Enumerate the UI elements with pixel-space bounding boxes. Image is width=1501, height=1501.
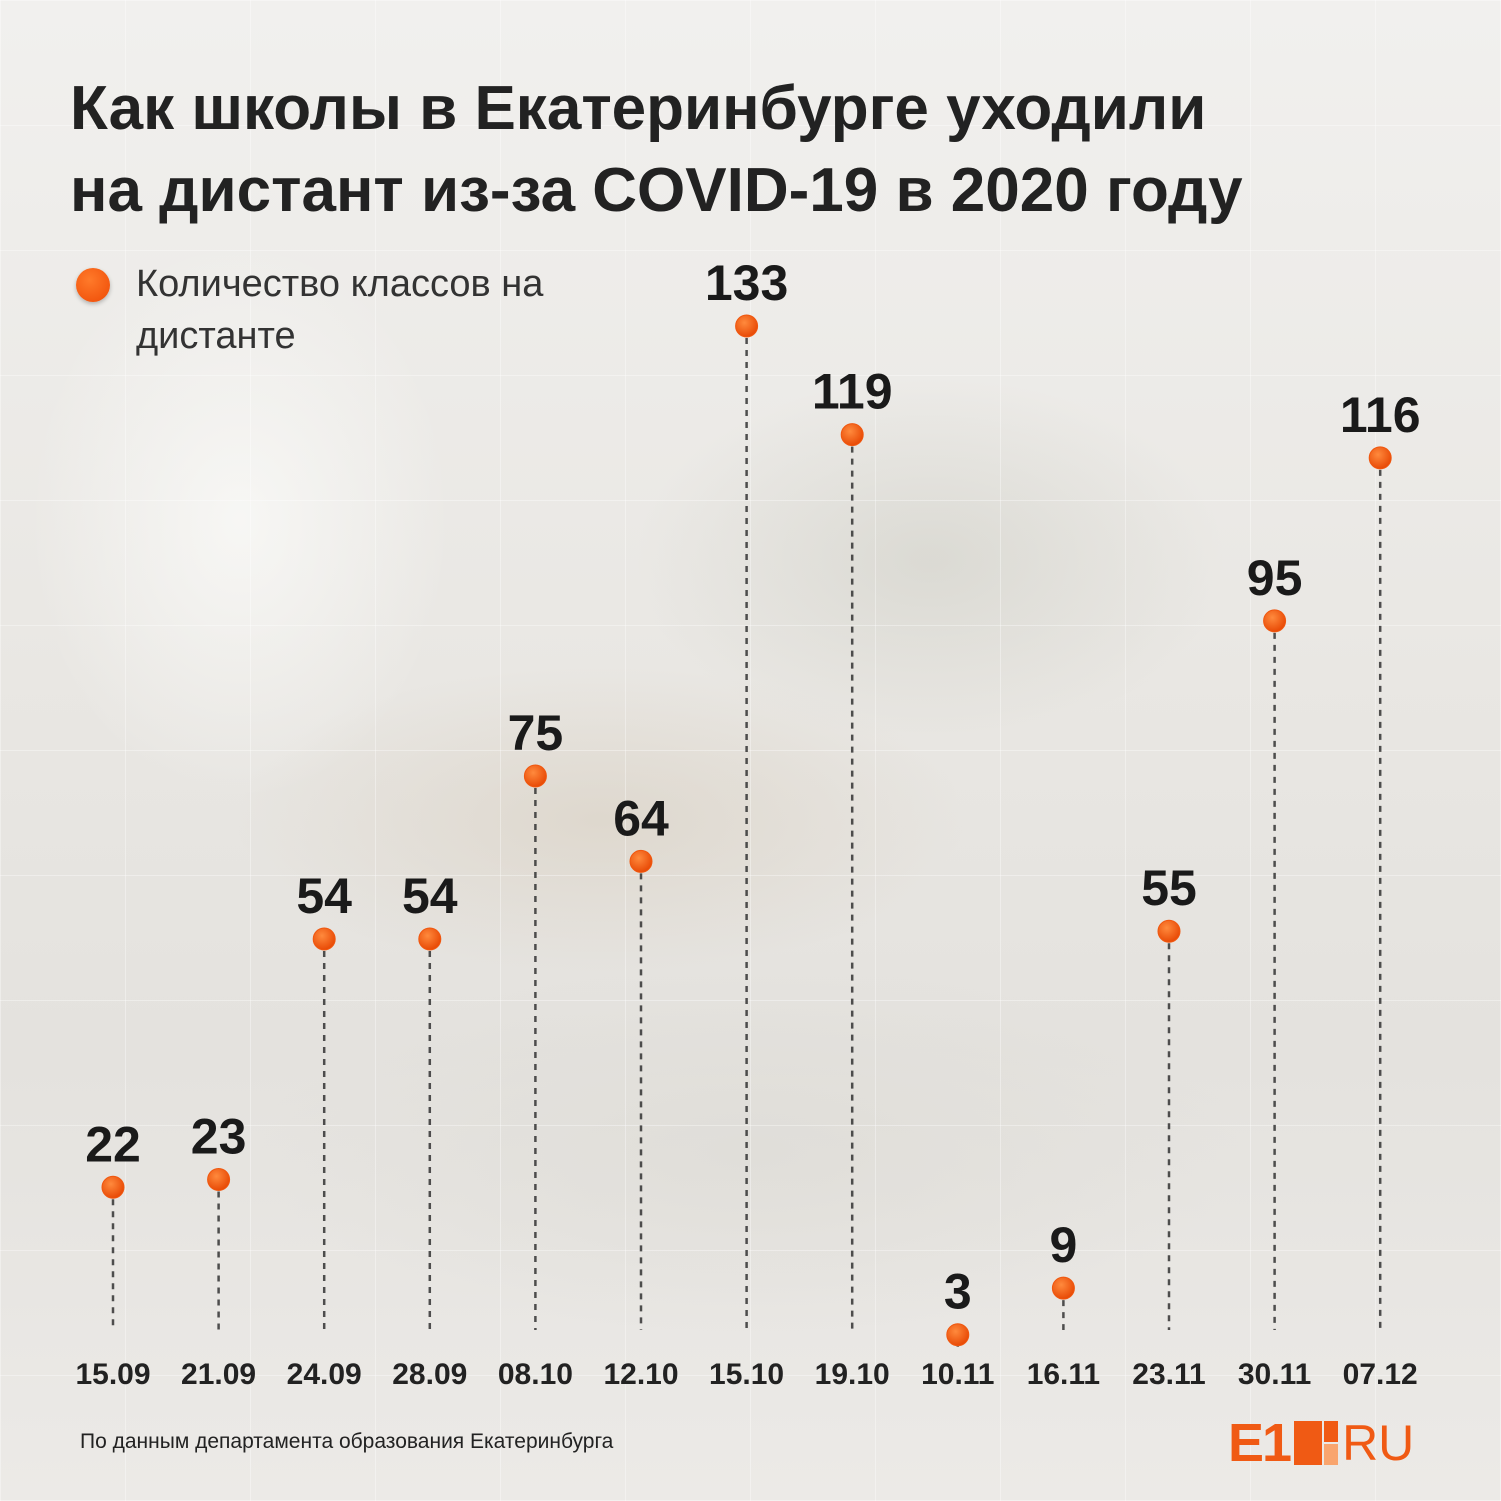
data-point bbox=[101, 1175, 125, 1199]
source-note: По данным департамента образования Екате… bbox=[80, 1430, 614, 1453]
x-tick-label: 28.09 bbox=[392, 1358, 467, 1391]
data-label: 133 bbox=[705, 255, 788, 311]
data-point bbox=[629, 849, 653, 873]
legend-dot-icon bbox=[76, 268, 110, 302]
data-label: 9 bbox=[1049, 1217, 1077, 1273]
data-point bbox=[207, 1168, 231, 1192]
logo-ru-text: RU bbox=[1342, 1415, 1415, 1471]
x-tick-label: 30.11 bbox=[1238, 1358, 1311, 1391]
data-label: 75 bbox=[508, 705, 564, 761]
x-tick-label: 19.10 bbox=[815, 1358, 890, 1391]
e1-logo[interactable]: E1 RU bbox=[1228, 1415, 1414, 1471]
data-point bbox=[523, 764, 547, 788]
data-label: 116 bbox=[1340, 387, 1421, 443]
x-tick-label: 21.09 bbox=[181, 1358, 256, 1391]
data-point bbox=[946, 1323, 970, 1347]
x-tick-label: 12.10 bbox=[603, 1358, 678, 1391]
x-tick-label: 23.11 bbox=[1132, 1358, 1205, 1391]
logo-e1-text: E1 bbox=[1228, 1413, 1292, 1473]
data-point bbox=[1263, 609, 1287, 633]
x-tick-label: 16.11 bbox=[1027, 1358, 1100, 1391]
data-label: 119 bbox=[812, 364, 893, 420]
data-point bbox=[1368, 446, 1392, 470]
logo-mark-icon bbox=[1294, 1421, 1339, 1465]
title-line-1: Как школы в Екатеринбурге уходили bbox=[70, 74, 1207, 143]
data-label: 95 bbox=[1247, 550, 1303, 606]
chart-title: Как школы в Екатеринбурге уходили на дис… bbox=[70, 68, 1450, 232]
x-tick-label: 15.10 bbox=[709, 1358, 784, 1391]
data-label: 55 bbox=[1141, 860, 1197, 916]
legend: Количество классов на дистанте bbox=[76, 258, 596, 362]
x-tick-label: 10.11 bbox=[921, 1358, 994, 1391]
data-point bbox=[1157, 919, 1181, 943]
x-tick-label: 24.09 bbox=[287, 1358, 362, 1391]
x-tick-label: 08.10 bbox=[498, 1358, 573, 1391]
data-label: 54 bbox=[402, 868, 458, 924]
x-tick-label: 15.09 bbox=[75, 1358, 150, 1391]
data-label: 23 bbox=[191, 1109, 247, 1165]
data-point bbox=[735, 314, 759, 338]
data-point bbox=[418, 927, 442, 951]
data-point bbox=[840, 423, 864, 447]
data-label: 3 bbox=[944, 1264, 972, 1320]
data-label: 22 bbox=[85, 1116, 141, 1172]
x-tick-label: 07.12 bbox=[1343, 1358, 1418, 1391]
data-label: 54 bbox=[296, 868, 352, 924]
title-line-2: на дистант из-за COVID-19 в 2020 году bbox=[70, 156, 1243, 225]
data-label: 64 bbox=[613, 790, 669, 846]
data-point bbox=[312, 927, 336, 951]
legend-label: Количество классов на дистанте bbox=[136, 263, 544, 357]
data-point bbox=[1051, 1276, 1075, 1300]
